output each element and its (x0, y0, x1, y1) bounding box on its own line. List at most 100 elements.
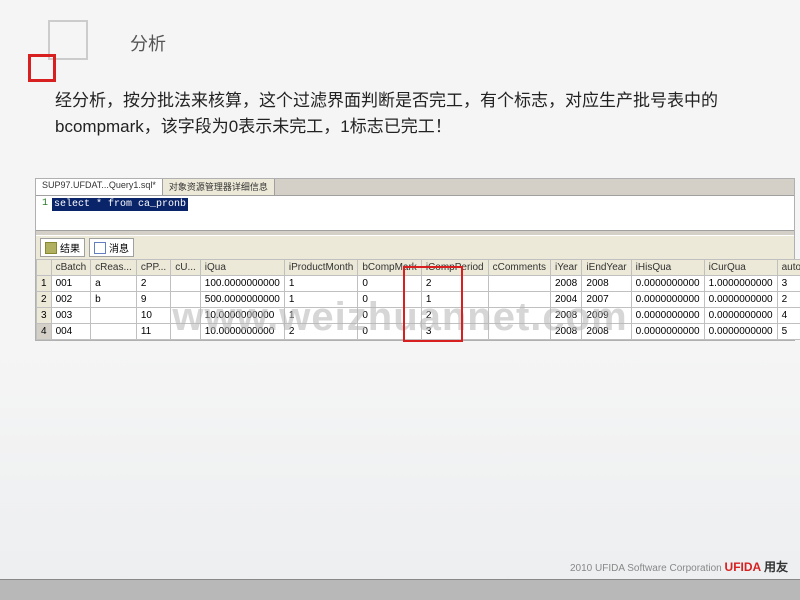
slide-body-text: 经分析，按分批法来核算，这个过滤界面判断是否完工，有个标志，对应生产批号表中的b… (55, 88, 745, 141)
table-header-cell[interactable]: cBatch (51, 260, 91, 276)
table-row[interactable]: 1001a2100.0000000000102200820080.0000000… (37, 276, 800, 292)
results-table: cBatchcReas...cPP...cU...iQuaiProductMon… (36, 259, 800, 340)
table-cell[interactable]: 003 (51, 308, 91, 324)
message-icon (94, 242, 106, 254)
table-cell[interactable] (488, 324, 550, 340)
table-header-cell[interactable]: iHisQua (631, 260, 704, 276)
table-cell[interactable]: 0.0000000000 (704, 324, 777, 340)
table-body: 1001a2100.0000000000102200820080.0000000… (37, 276, 800, 340)
table-cell[interactable]: 1 (284, 292, 357, 308)
grid-icon (45, 242, 57, 254)
footer-copyright: 2010 UFIDA Software Corporation (570, 563, 722, 574)
slide-title: 分析 (130, 30, 166, 56)
table-cell[interactable] (171, 324, 201, 340)
table-cell[interactable] (488, 276, 550, 292)
table-cell[interactable]: 2 (421, 276, 488, 292)
table-cell[interactable]: 2008 (550, 308, 581, 324)
tab-query-file[interactable]: SUP97.UFDAT...Query1.sql* (36, 179, 163, 195)
table-header-cell[interactable]: cReas... (91, 260, 137, 276)
table-cell[interactable]: 001 (51, 276, 91, 292)
table-cell[interactable]: 1 (284, 308, 357, 324)
footer-brand-cn: 用友 (764, 560, 788, 574)
table-header-cell[interactable]: bCompMark (358, 260, 421, 276)
table-cell[interactable]: 2008 (550, 276, 581, 292)
table-cell[interactable]: 0 (358, 276, 421, 292)
table-header-cell[interactable]: iQua (200, 260, 284, 276)
table-cell[interactable]: 1.0000000000 (704, 276, 777, 292)
table-cell[interactable]: 0 (358, 308, 421, 324)
table-cell[interactable]: 3 (421, 324, 488, 340)
table-cell[interactable]: 1 (284, 276, 357, 292)
table-cell[interactable]: 9 (136, 292, 170, 308)
results-tabs: 结果 消息 (36, 236, 794, 259)
table-cell[interactable] (171, 292, 201, 308)
table-cell[interactable]: 0 (358, 324, 421, 340)
row-number-cell[interactable]: 4 (37, 324, 52, 340)
table-cell[interactable]: 4 (777, 308, 800, 324)
table-row[interactable]: 30031010.0000000000102200820090.00000000… (37, 308, 800, 324)
tab-messages[interactable]: 消息 (89, 238, 134, 257)
table-cell[interactable]: 500.0000000000 (200, 292, 284, 308)
table-cell[interactable]: 004 (51, 324, 91, 340)
table-cell[interactable]: 0.0000000000 (704, 292, 777, 308)
table-cell[interactable]: 0 (358, 292, 421, 308)
table-cell[interactable]: 0.0000000000 (631, 276, 704, 292)
table-header-cell[interactable]: iCurQua (704, 260, 777, 276)
line-number: 1 (42, 198, 48, 209)
table-cell[interactable]: 0.0000000000 (631, 324, 704, 340)
row-number-cell[interactable]: 1 (37, 276, 52, 292)
table-header-cell[interactable]: autoid (777, 260, 800, 276)
table-cell[interactable]: 0.0000000000 (704, 308, 777, 324)
table-cell[interactable]: 2 (284, 324, 357, 340)
row-number-cell[interactable]: 2 (37, 292, 52, 308)
tab-object-explorer[interactable]: 对象资源管理器详细信息 (163, 179, 275, 195)
table-cell[interactable]: 002 (51, 292, 91, 308)
table-cell[interactable]: 2004 (550, 292, 581, 308)
table-cell[interactable]: 10.0000000000 (200, 324, 284, 340)
table-cell[interactable]: 2008 (582, 276, 631, 292)
table-cell[interactable]: 3 (777, 276, 800, 292)
table-cell[interactable]: 2009 (582, 308, 631, 324)
table-cell[interactable] (91, 308, 137, 324)
table-cell[interactable] (91, 324, 137, 340)
table-header-cell[interactable]: cPP... (136, 260, 170, 276)
table-cell[interactable]: 0.0000000000 (631, 308, 704, 324)
table-cell[interactable] (488, 308, 550, 324)
table-header-cell[interactable]: iCompPeriod (421, 260, 488, 276)
table-cell[interactable]: 10 (136, 308, 170, 324)
table-cell[interactable]: 2007 (582, 292, 631, 308)
table-row[interactable]: 2002b9500.0000000000101200420070.0000000… (37, 292, 800, 308)
table-cell[interactable] (171, 276, 201, 292)
table-cell[interactable]: 5 (777, 324, 800, 340)
sql-text-area[interactable]: 1 select * from ca_pronb (36, 196, 794, 230)
bottom-bar (0, 579, 800, 600)
table-cell[interactable] (171, 308, 201, 324)
sql-screenshot: SUP97.UFDAT...Query1.sql* 对象资源管理器详细信息 1 … (35, 178, 795, 341)
table-header-cell[interactable]: cComments (488, 260, 550, 276)
table-header-cell[interactable]: iProductMonth (284, 260, 357, 276)
table-cell[interactable]: b (91, 292, 137, 308)
table-cell[interactable]: 1 (421, 292, 488, 308)
table-cell[interactable]: 11 (136, 324, 170, 340)
footer-brand-en: UFIDA (725, 560, 762, 574)
table-cell[interactable]: 2008 (550, 324, 581, 340)
table-header-row: cBatchcReas...cPP...cU...iQuaiProductMon… (37, 260, 800, 276)
table-header-cell[interactable]: iEndYear (582, 260, 631, 276)
table-header-cell[interactable] (37, 260, 52, 276)
logo-square-red (28, 54, 56, 82)
footer: 2010 UFIDA Software Corporation UFIDA 用友 (570, 558, 788, 575)
table-cell[interactable]: a (91, 276, 137, 292)
table-cell[interactable] (488, 292, 550, 308)
table-cell[interactable]: 2008 (582, 324, 631, 340)
row-number-cell[interactable]: 3 (37, 308, 52, 324)
table-cell[interactable]: 2 (421, 308, 488, 324)
table-header-cell[interactable]: cU... (171, 260, 201, 276)
table-cell[interactable]: 2 (136, 276, 170, 292)
table-row[interactable]: 40041110.0000000000203200820080.00000000… (37, 324, 800, 340)
table-cell[interactable]: 100.0000000000 (200, 276, 284, 292)
table-cell[interactable]: 10.0000000000 (200, 308, 284, 324)
tab-results[interactable]: 结果 (40, 238, 85, 257)
table-cell[interactable]: 2 (777, 292, 800, 308)
table-cell[interactable]: 0.0000000000 (631, 292, 704, 308)
table-header-cell[interactable]: iYear (550, 260, 581, 276)
